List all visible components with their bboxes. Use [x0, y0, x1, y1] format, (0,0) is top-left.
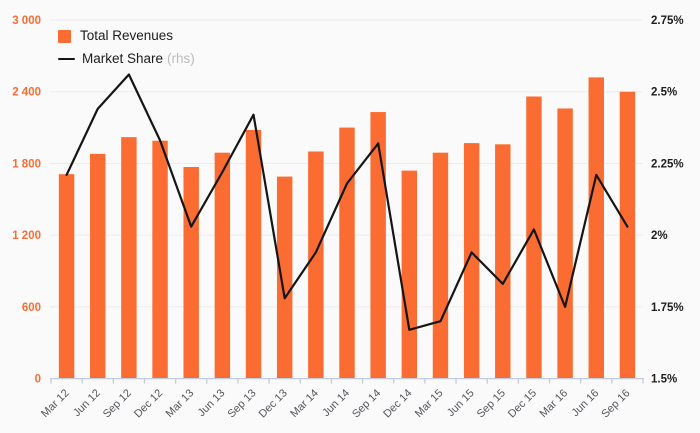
- y-axis-label-right: 2%: [651, 230, 668, 242]
- x-axis-label: Mar 13: [164, 387, 197, 420]
- legend: Total Revenues Market Share (rhs): [58, 28, 195, 67]
- legend-label-rhs: (rhs): [167, 51, 195, 66]
- revenue-bar[interactable]: [495, 144, 511, 379]
- revenue-bar[interactable]: [432, 152, 449, 379]
- x-axis-label: Sep 12: [101, 387, 134, 420]
- revenue-bar[interactable]: [339, 127, 355, 379]
- revenue-bar[interactable]: [588, 77, 604, 379]
- x-axis-label: Dec 14: [381, 387, 414, 420]
- revenue-bar[interactable]: [370, 112, 386, 379]
- x-axis-label: Jun 16: [570, 387, 602, 419]
- revenue-bar[interactable]: [152, 140, 168, 379]
- revenue-bar[interactable]: [58, 174, 75, 379]
- y-axis-label-right: 2.75%: [651, 15, 684, 27]
- market-share-line-icon: [58, 57, 75, 61]
- x-axis-label: Dec 13: [257, 387, 290, 420]
- x-axis-label: Sep 16: [599, 387, 632, 420]
- x-axis-label: Sep 13: [226, 387, 259, 420]
- revenue-bar[interactable]: [463, 143, 480, 379]
- x-axis-label: Dec 12: [132, 387, 165, 420]
- y-axis-label-left: 3 000: [12, 15, 41, 27]
- y-axis-label-left: 2 400: [12, 87, 41, 99]
- revenue-bar[interactable]: [276, 176, 293, 379]
- legend-label-market-share: Market Share: [82, 51, 164, 66]
- x-axis-label: Jun 13: [196, 387, 228, 419]
- x-axis-label: Mar 14: [288, 387, 321, 420]
- x-axis-label: Mar 12: [39, 387, 72, 420]
- legend-label-revenues: Total Revenues: [80, 28, 174, 43]
- y-axis-label-left: 1 200: [12, 230, 41, 242]
- y-axis-label-right: 2.25%: [651, 158, 684, 170]
- y-axis-label-right: 2.5%: [651, 87, 677, 99]
- y-axis-label-left: 600: [22, 302, 41, 314]
- y-axis-label-right: 1.5%: [651, 374, 677, 386]
- x-axis-label: Mar 15: [413, 387, 446, 420]
- x-axis-label: Sep 15: [475, 387, 508, 420]
- legend-item-total-revenues[interactable]: Total Revenues: [58, 28, 195, 44]
- y-axis-label-left: 1 800: [12, 158, 41, 170]
- y-axis-label-right: 1.75%: [651, 302, 684, 314]
- revenues-swatch-icon: [58, 29, 71, 43]
- revenue-bar[interactable]: [526, 96, 542, 379]
- legend-item-market-share[interactable]: Market Share (rhs): [58, 51, 195, 67]
- revenue-bar[interactable]: [401, 170, 418, 379]
- revenue-bar[interactable]: [245, 129, 262, 379]
- revenue-bar[interactable]: [90, 153, 106, 379]
- x-axis-label: Jun 14: [320, 387, 352, 419]
- revenue-bar[interactable]: [619, 91, 636, 379]
- x-axis-label: Dec 15: [506, 387, 539, 420]
- y-axis-label-left: 0: [35, 374, 41, 386]
- revenue-bar[interactable]: [557, 108, 573, 379]
- x-axis-label: Mar 16: [538, 387, 571, 420]
- x-axis-label: Jun 15: [445, 387, 477, 419]
- x-axis-label: Sep 14: [350, 387, 383, 420]
- revenue-bar[interactable]: [183, 167, 199, 379]
- revenue-bar[interactable]: [214, 152, 231, 379]
- market-share-line: [65, 73, 629, 331]
- revenue-bar[interactable]: [121, 137, 137, 379]
- x-axis-label: Jun 12: [71, 387, 103, 419]
- revenue-bar[interactable]: [308, 151, 324, 379]
